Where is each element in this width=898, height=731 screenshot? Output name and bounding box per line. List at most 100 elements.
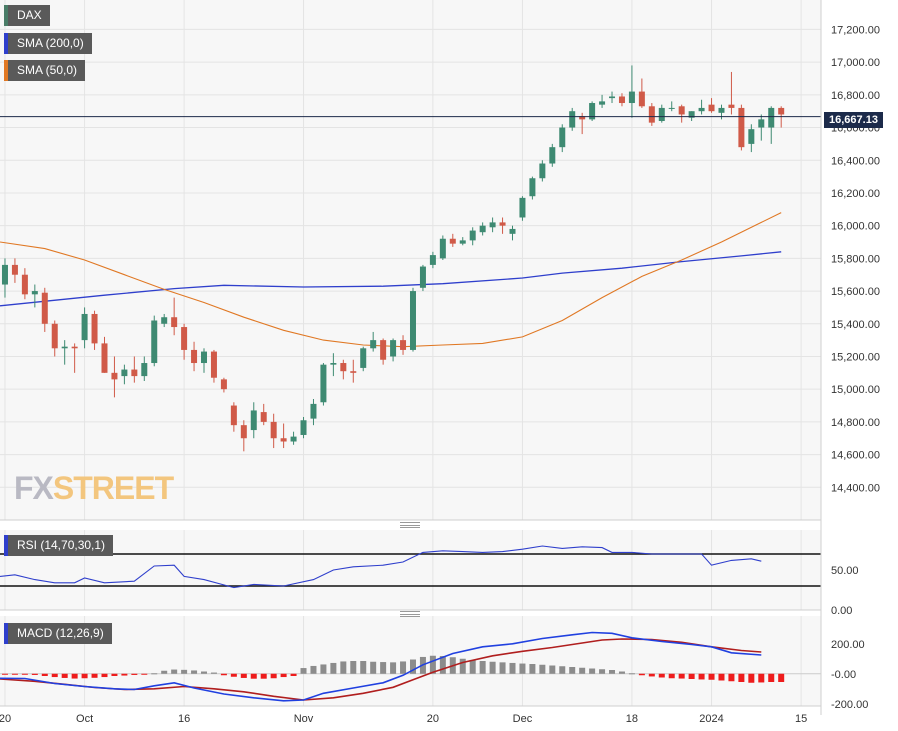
candle-body <box>41 292 48 324</box>
candle-body <box>260 412 267 422</box>
candle-body <box>210 351 217 378</box>
macd-histogram-bar <box>250 673 257 679</box>
candle-body <box>81 313 88 341</box>
candle-body <box>728 104 735 108</box>
candle <box>559 124 566 153</box>
rsi-path <box>0 545 762 589</box>
x-tick-label: 18 <box>626 713 638 725</box>
price-y-tick-label: 15,600.00 <box>831 286 880 298</box>
macd-histogram-bar <box>71 673 78 679</box>
macd-histogram-bar <box>579 667 586 674</box>
price-y-tick-label: 15,000.00 <box>831 384 880 396</box>
candle-body <box>151 320 158 364</box>
macd-histogram-bar <box>240 673 247 678</box>
macd-histogram-bar <box>618 671 625 674</box>
candle <box>409 287 416 352</box>
candle <box>419 264 426 292</box>
macd-histogram-bar <box>768 673 775 682</box>
price-y-tick-label: 16,800.00 <box>831 90 880 102</box>
macd-histogram-bar <box>390 662 397 674</box>
candle-body <box>718 107 725 113</box>
candle-body <box>509 228 516 234</box>
candle <box>589 101 596 122</box>
candle <box>549 143 556 167</box>
candle <box>31 284 38 308</box>
candle <box>469 227 476 246</box>
candle-body <box>280 438 287 442</box>
candle-body <box>11 264 18 275</box>
candle <box>91 310 98 350</box>
sma200-line <box>0 251 782 307</box>
candle <box>529 176 536 200</box>
price-y-tick-label: 16,400.00 <box>831 155 880 167</box>
candle-body <box>220 379 227 390</box>
candle <box>609 91 616 104</box>
candle-body <box>609 96 616 99</box>
candle-body <box>499 222 506 226</box>
candle-body <box>668 107 675 109</box>
rsi-panel-bg <box>0 530 821 610</box>
macd-histogram-bar <box>688 673 695 679</box>
rsi-resize-handle[interactable] <box>400 522 420 528</box>
macd-histogram-bar <box>758 673 765 683</box>
candle-body <box>768 107 775 128</box>
macd-histogram-bar <box>748 673 755 683</box>
candle-body <box>658 107 665 122</box>
rsi-y-tick-label: 0.00 <box>831 605 852 617</box>
macd-histogram-bar <box>459 658 466 674</box>
candle <box>1 258 8 298</box>
candle <box>489 217 496 233</box>
macd-histogram-bar <box>320 664 327 674</box>
macd-histogram-bar <box>409 659 416 674</box>
macd-histogram-bar <box>549 665 556 674</box>
macd-resize-handle[interactable] <box>400 611 420 617</box>
candle <box>658 104 665 123</box>
macd-histogram-bar <box>11 673 18 675</box>
candle <box>201 348 208 373</box>
macd-histogram-bar <box>380 662 387 674</box>
candle <box>599 94 606 108</box>
candle-body <box>350 371 357 373</box>
candle <box>330 353 337 377</box>
candle-body <box>121 369 128 377</box>
candle <box>161 313 168 328</box>
fxstreet-logo: FXSTREET <box>14 470 174 507</box>
macd-histogram-bar <box>141 673 148 675</box>
macd-line-path <box>0 631 762 702</box>
macd-histogram-bar <box>350 661 357 674</box>
price-y-tick-label: 16,000.00 <box>831 221 880 233</box>
candle <box>230 402 237 432</box>
candle-body <box>330 363 337 365</box>
candles <box>1 65 785 452</box>
price-y-tick-label: 15,800.00 <box>831 253 880 265</box>
candle <box>390 338 397 362</box>
sma200-path <box>0 251 782 307</box>
macd-histogram-bar <box>330 662 337 674</box>
macd-histogram-bar <box>400 661 407 674</box>
candle-body <box>171 317 178 328</box>
candle <box>678 104 685 123</box>
candle-body <box>201 351 208 364</box>
macd-histogram-bar <box>300 668 307 674</box>
macd-histogram-bar <box>738 673 745 682</box>
macd-histogram-bar <box>370 661 377 674</box>
candle-body <box>111 372 118 380</box>
candle <box>111 356 118 398</box>
candle <box>11 258 18 283</box>
macd-histogram-bar <box>310 665 317 674</box>
candle <box>648 103 655 126</box>
legend-sma200: SMA (200,0) <box>4 33 92 54</box>
candle <box>151 315 158 367</box>
candle <box>638 78 645 108</box>
candle <box>171 297 178 336</box>
candle-body <box>270 421 277 439</box>
macd-histogram-bar <box>539 664 546 674</box>
candle-body <box>141 363 148 377</box>
macd-histogram-bar <box>439 656 446 674</box>
candle <box>280 423 287 449</box>
macd-histogram-bar <box>648 673 655 677</box>
macd-histogram-bar <box>509 662 516 674</box>
candle-body <box>191 349 198 364</box>
candle-body <box>71 346 78 349</box>
macd-histogram-bar <box>121 673 128 676</box>
